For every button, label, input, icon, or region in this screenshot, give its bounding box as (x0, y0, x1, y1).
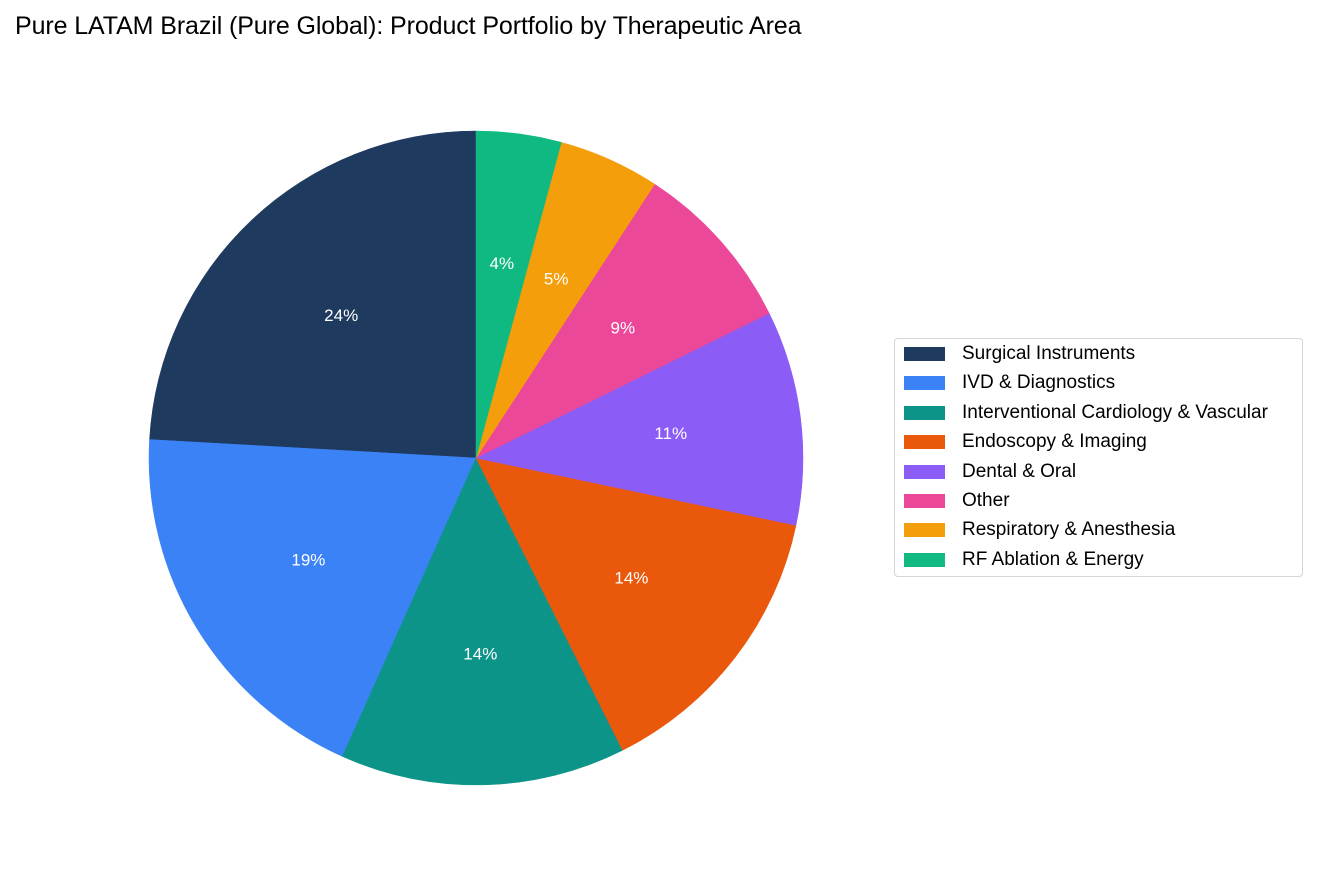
legend-label: Other (962, 490, 1010, 511)
legend-label: IVD & Diagnostics (962, 372, 1116, 394)
legend-swatch (904, 523, 945, 538)
legend-swatch (904, 347, 945, 361)
legend-label: Interventional Cardiology & Vascular (962, 401, 1268, 423)
pie-slice (148, 439, 477, 757)
legend-item: Interventional Cardiology & Vascular (904, 402, 1268, 424)
legend-label: RF Ablation & Energy (962, 548, 1144, 570)
pie-slice (475, 183, 770, 459)
legend-item: Other (904, 490, 1010, 512)
legend-item: Endoscopy & Imaging (904, 431, 1147, 453)
legend-swatch (904, 376, 945, 391)
legend-label: Endoscopy & Imaging (962, 431, 1147, 453)
legend-label: Respiratory & Anesthesia (962, 519, 1176, 541)
legend-swatch (904, 405, 945, 420)
pie-slices (148, 130, 804, 786)
chart-title: Pure LATAM Brazil (Pure Global): Product… (15, 12, 802, 40)
slice-percent-label: 11% (654, 424, 687, 443)
legend: Surgical Instruments IVD & Diagnostics I… (894, 338, 1303, 577)
legend-swatch (904, 552, 945, 567)
pie-slice (475, 130, 562, 459)
legend-item: Respiratory & Anesthesia (904, 519, 1175, 541)
legend-item: IVD & Diagnostics (904, 372, 1115, 394)
legend-item: Dental & Oral (904, 461, 1076, 483)
legend-label: Surgical Instruments (962, 343, 1136, 364)
slice-percent-label: 14% (463, 645, 497, 664)
pie-slice (475, 457, 797, 751)
legend-swatch (904, 494, 945, 508)
slice-percent-label: 5% (544, 269, 569, 288)
pie-slice (149, 130, 477, 459)
legend-label: Dental & Oral (962, 460, 1077, 482)
pie-slice (342, 457, 623, 786)
pie-slice-labels: 24% 19% 14% 14% 11% 9% 5% 4% (291, 254, 687, 664)
slice-percent-label: 19% (291, 551, 325, 570)
slice-percent-label: 4% (490, 254, 515, 273)
legend-swatch (904, 464, 945, 479)
slice-percent-label: 9% (611, 318, 636, 337)
slice-percent-label: 14% (614, 568, 648, 587)
slice-percent-label: 24% (324, 306, 358, 325)
legend-item: Surgical Instruments (904, 343, 1135, 365)
pie-slice (475, 312, 804, 526)
legend-swatch (904, 435, 945, 450)
legend-item: RF Ablation & Energy (904, 549, 1144, 571)
